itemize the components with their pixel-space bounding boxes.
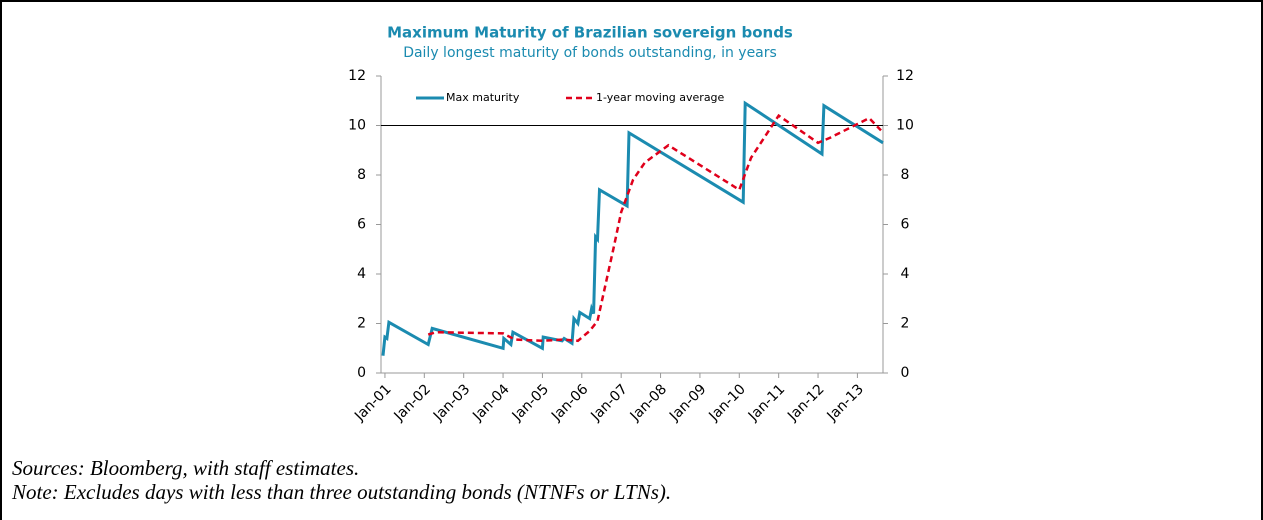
y-tick-label: 0 — [357, 365, 366, 381]
legend-label: Max maturity — [446, 91, 520, 104]
y-tick-label: 12 — [348, 68, 366, 84]
y-tick-label: 8 — [357, 167, 366, 183]
x-tick-label: Jan-08 — [627, 381, 670, 424]
y2-tick-label: 8 — [901, 167, 910, 183]
data-line — [427, 113, 882, 343]
y2-tick-label: 2 — [901, 316, 910, 332]
chart: Maximum Maturity of Brazilian sovereign … — [348, 24, 914, 425]
footnote: Note: Excludes days with less than three… — [12, 480, 672, 504]
x-tick-label: Jan-06 — [548, 381, 592, 425]
source-note: Sources: Bloomberg, with staff estimates… — [12, 456, 360, 480]
x-tick-label: Jan-05 — [509, 381, 552, 424]
x-tick-label: Jan-04 — [469, 381, 513, 425]
x-tick-label: Jan-01 — [351, 381, 394, 424]
y-tick-label: 4 — [357, 266, 366, 282]
x-tick-label: Jan-13 — [824, 381, 867, 424]
chart-subtitle: Daily longest maturity of bonds outstand… — [403, 45, 777, 61]
x-tick-label: Jan-12 — [784, 381, 827, 424]
x-tick-label: Jan-09 — [666, 381, 709, 424]
y2-tick-label: 4 — [901, 266, 910, 282]
y-tick-label: 10 — [348, 118, 366, 134]
x-tick-label: Jan-03 — [430, 381, 473, 424]
x-tick-label: Jan-07 — [587, 381, 630, 424]
data-line — [381, 100, 884, 356]
chart-title: Maximum Maturity of Brazilian sovereign … — [387, 24, 793, 42]
x-tick-label: Jan-11 — [745, 381, 788, 424]
x-tick-label: Jan-10 — [705, 381, 748, 424]
y2-tick-label: 10 — [896, 118, 914, 134]
y2-tick-label: 0 — [901, 365, 910, 381]
y2-tick-label: 12 — [896, 68, 914, 84]
y-tick-label: 2 — [357, 316, 366, 332]
y2-tick-label: 6 — [901, 217, 910, 233]
legend-label: 1-year moving average — [596, 91, 725, 104]
y-tick-label: 6 — [357, 217, 366, 233]
x-tick-label: Jan-02 — [391, 381, 434, 424]
